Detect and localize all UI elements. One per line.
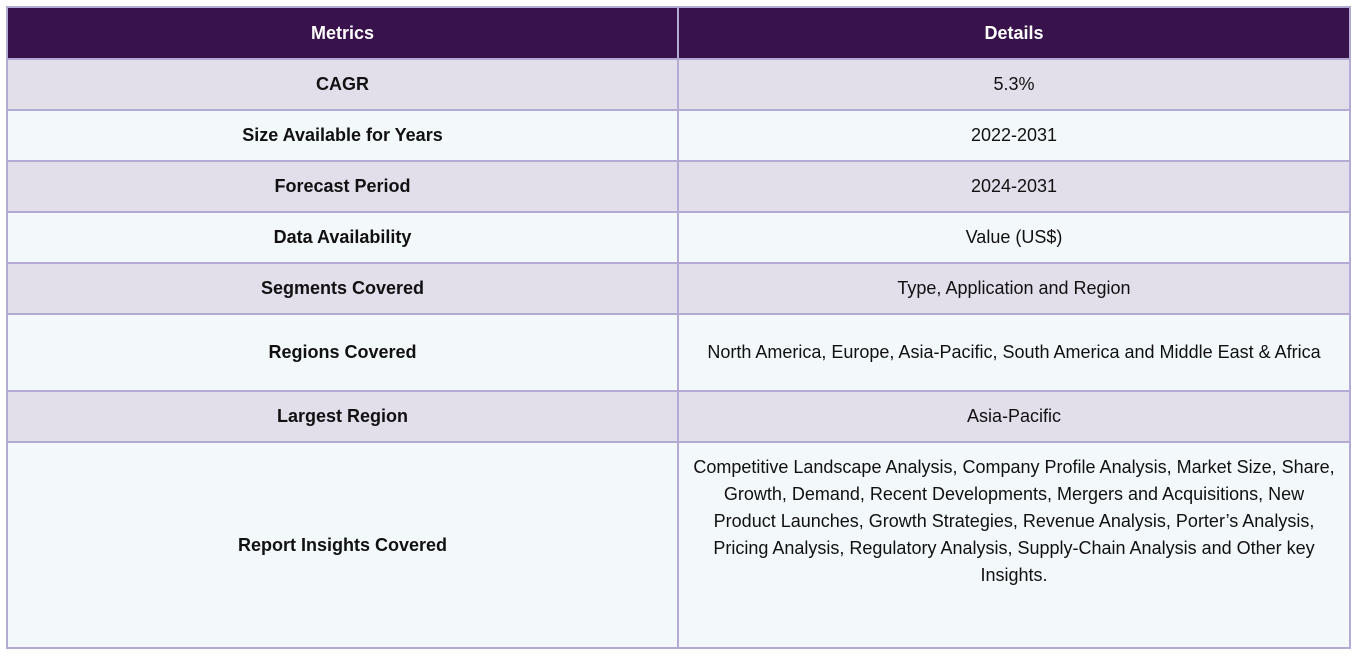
detail-cell: 2022-2031 — [677, 109, 1351, 162]
header-row: Metrics Details — [6, 6, 1351, 60]
detail-cell: North America, Europe, Asia-Pacific, Sou… — [677, 313, 1351, 392]
table-row: Largest Region Asia-Pacific — [6, 390, 1351, 443]
metric-cell: Data Availability — [6, 211, 679, 264]
header-metrics: Metrics — [6, 6, 679, 60]
detail-cell: Type, Application and Region — [677, 262, 1351, 315]
detail-cell: 2024-2031 — [677, 160, 1351, 213]
table-row: Size Available for Years 2022-2031 — [6, 109, 1351, 162]
metric-cell: Forecast Period — [6, 160, 679, 213]
metric-cell: Largest Region — [6, 390, 679, 443]
table-row: CAGR 5.3% — [6, 58, 1351, 111]
table-row: Segments Covered Type, Application and R… — [6, 262, 1351, 315]
metrics-table-container: Metrics Details CAGR 5.3% Size Available… — [6, 6, 1351, 649]
metric-cell: Size Available for Years — [6, 109, 679, 162]
metric-cell: Regions Covered — [6, 313, 679, 392]
detail-cell: Asia-Pacific — [677, 390, 1351, 443]
detail-cell: Value (US$) — [677, 211, 1351, 264]
table-row: Regions Covered North America, Europe, A… — [6, 313, 1351, 392]
detail-cell: Competitive Landscape Analysis, Company … — [677, 441, 1351, 649]
metric-cell: Report Insights Covered — [6, 441, 679, 649]
table-row: Report Insights Covered Competitive Land… — [6, 441, 1351, 649]
table-body: CAGR 5.3% Size Available for Years 2022-… — [6, 58, 1351, 649]
metric-cell: CAGR — [6, 58, 679, 111]
table-header: Metrics Details — [6, 6, 1351, 60]
detail-cell: 5.3% — [677, 58, 1351, 111]
metric-cell: Segments Covered — [6, 262, 679, 315]
header-details: Details — [677, 6, 1351, 60]
table-row: Forecast Period 2024-2031 — [6, 160, 1351, 213]
table-row: Data Availability Value (US$) — [6, 211, 1351, 264]
metrics-table: Metrics Details CAGR 5.3% Size Available… — [6, 6, 1351, 649]
